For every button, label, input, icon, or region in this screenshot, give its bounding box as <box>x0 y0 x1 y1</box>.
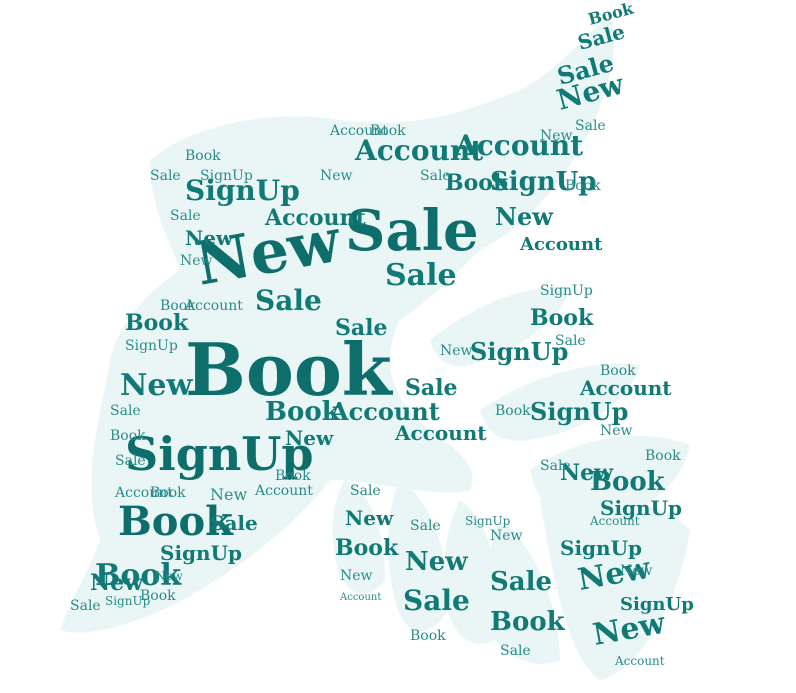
word-new: New <box>540 128 573 144</box>
word-book: Book <box>495 403 531 419</box>
word-account: Account <box>614 654 665 668</box>
word-new: New <box>180 253 213 269</box>
word-book: Book <box>265 397 341 427</box>
word-sale: Sale <box>345 198 479 264</box>
word-sale: Sale <box>490 567 552 597</box>
word-signup: SignUp <box>540 283 593 299</box>
word-book: Book <box>275 468 311 484</box>
word-sale: Sale <box>405 375 458 401</box>
word-sale: Sale <box>575 118 606 134</box>
word-sale: Sale <box>420 168 451 184</box>
word-sale: Sale <box>500 643 531 659</box>
word-new: New <box>440 343 473 359</box>
word-sale: Sale <box>255 284 322 317</box>
word-book: Book <box>110 428 146 444</box>
word-account: Account <box>579 376 672 400</box>
word-new: New <box>210 485 247 504</box>
word-sale: Sale <box>410 518 441 534</box>
word-sale: Sale <box>170 208 201 224</box>
word-account: Account <box>264 205 367 231</box>
word-new: New <box>320 168 353 184</box>
word-sale: Sale <box>385 258 457 293</box>
word-sale: Sale <box>150 168 181 184</box>
word-signup: SignUp <box>125 427 314 481</box>
word-book: Book <box>125 310 189 336</box>
word-new: New <box>405 547 468 577</box>
word-book: Book <box>600 363 636 379</box>
word-account: Account <box>254 483 313 499</box>
word-book: Book <box>445 170 509 196</box>
word-new: New <box>345 506 394 530</box>
word-signup: SignUp <box>185 174 300 207</box>
word-new: New <box>620 563 653 579</box>
word-signup: SignUp <box>470 337 568 366</box>
word-book: Book <box>490 607 566 637</box>
word-account: Account <box>394 421 487 445</box>
word-signup: SignUp <box>125 338 178 354</box>
word-account: Account <box>184 298 243 314</box>
word-signup: SignUp <box>530 397 628 426</box>
word-new: New <box>155 569 184 583</box>
word-signup: SignUp <box>490 167 597 197</box>
words-layer: New Sale Book SignUp Book Account Accoun… <box>70 0 694 668</box>
word-book: Book <box>118 498 234 545</box>
word-book: Book <box>335 535 399 561</box>
word-book: Book <box>95 558 182 593</box>
word-new: New <box>490 528 523 544</box>
word-new: New <box>120 368 194 403</box>
word-book: Book <box>185 148 221 164</box>
word-book: Book <box>150 485 186 501</box>
word-signup: SignUp <box>620 594 694 615</box>
bird-silhouette <box>60 15 690 680</box>
word-sale: Sale <box>115 453 146 469</box>
word-account: Account <box>454 129 583 162</box>
word-book: Book <box>565 178 601 194</box>
word-account: Account <box>589 514 640 528</box>
word-sale: Sale <box>350 483 381 499</box>
word-account: Account <box>339 592 381 603</box>
word-new: New <box>600 423 633 439</box>
word-account: Account <box>329 397 440 426</box>
word-account: Account <box>329 123 388 139</box>
word-sale: Sale <box>403 584 470 617</box>
word-new: New <box>340 568 373 584</box>
word-book: Book <box>370 123 406 139</box>
word-sale: Sale <box>110 403 141 419</box>
word-account: Account <box>519 234 603 255</box>
word-signup: SignUp <box>160 541 242 565</box>
word-book: Book <box>410 628 446 644</box>
word-book: Book <box>160 298 196 314</box>
word-new: New <box>90 570 144 596</box>
word-book: Book <box>185 327 394 412</box>
word-book: Book <box>140 588 176 604</box>
word-new: New <box>185 226 234 250</box>
word-signup: SignUp <box>105 594 151 608</box>
word-signup: SignUp <box>465 514 511 528</box>
word-new: New <box>560 460 614 486</box>
word-sale: Sale <box>210 511 258 535</box>
word-signup: SignUp <box>600 496 682 520</box>
word-sale: Sale <box>540 458 571 474</box>
word-signup: SignUp <box>560 536 642 560</box>
word-account: Account <box>114 485 173 501</box>
word-book: Book <box>590 467 666 497</box>
word-sale: Sale <box>555 333 586 349</box>
word-book: Book <box>645 448 681 464</box>
word-sale: Sale <box>70 598 101 614</box>
word-book: Book <box>530 305 594 331</box>
word-signup: SignUp <box>200 168 253 184</box>
word-sale: Sale <box>335 315 388 341</box>
word-new: New <box>285 426 334 450</box>
word-account: Account <box>354 134 483 167</box>
word-new: New <box>495 202 554 231</box>
